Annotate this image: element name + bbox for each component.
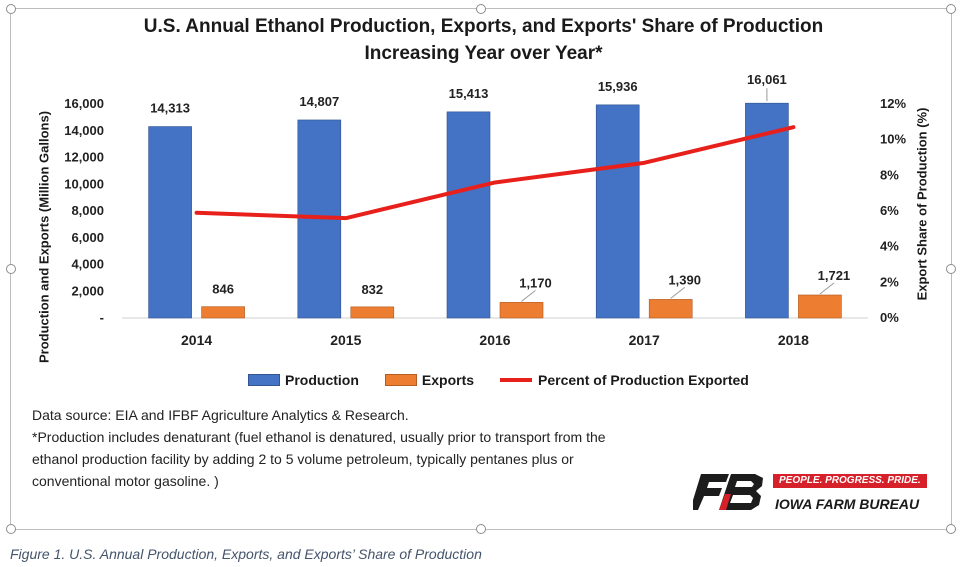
y2-tick-label: 8% (880, 167, 899, 182)
legend-label-production: Production (285, 372, 359, 388)
resize-handle-bottom-center[interactable] (476, 524, 486, 534)
legend-item-production: Production (248, 372, 359, 388)
production-data-label: 15,413 (449, 86, 489, 101)
resize-handle-bottom-right[interactable] (946, 524, 956, 534)
farm-bureau-fb-logo-icon (693, 474, 763, 510)
exports-data-label: 1,390 (668, 272, 701, 287)
legend: Production Exports Percent of Production… (248, 370, 775, 390)
logo-name: IOWA FARM BUREAU (775, 496, 920, 512)
notes-data-source: Data source: EIA and IFBF Agriculture An… (32, 407, 409, 423)
legend-swatch-production (248, 374, 280, 386)
figure-caption: Figure 1. U.S. Annual Production, Export… (10, 546, 482, 562)
resize-handle-middle-left[interactable] (6, 264, 16, 274)
x-tick-label: 2018 (778, 332, 809, 348)
exports-label-leader (521, 289, 536, 302)
y-tick-label: 6,000 (71, 230, 104, 245)
resize-handle-top-center[interactable] (476, 4, 486, 14)
exports-data-label: 832 (361, 282, 383, 297)
legend-item-exports: Exports (384, 372, 475, 388)
percent-exported-line (194, 125, 796, 221)
x-tick-label: 2014 (181, 332, 212, 348)
exports-label-leader (670, 287, 686, 299)
chart-title-line-1: U.S. Annual Ethanol Production, Exports,… (143, 16, 824, 37)
y-tick-label: 16,000 (64, 96, 104, 111)
resize-handle-middle-right[interactable] (946, 264, 956, 274)
legend-label-exports: Exports (421, 372, 475, 388)
exports-data-label: 846 (212, 282, 234, 297)
y-tick-label: 4,000 (71, 257, 104, 272)
legend-item-percent-exported: Percent of Production Exported (500, 372, 749, 388)
notes-footnote-line-1: *Production includes denaturant (fuel et… (32, 429, 606, 445)
chart-notes: Data source: EIA and IFBF Agriculture An… (32, 404, 732, 492)
exports-bar (798, 294, 842, 319)
production-data-label: 16,061 (747, 72, 787, 87)
y-tick-label: - (100, 310, 104, 325)
resize-handle-top-left[interactable] (6, 4, 16, 14)
y2-tick-label: 6% (880, 203, 899, 218)
y-tick-label: 10,000 (64, 176, 104, 191)
legend-swatch-exports (384, 374, 417, 386)
logo-tagline: PEOPLE. PROGRESS. PRIDE. (773, 474, 927, 488)
y2-tick-label: 2% (880, 274, 899, 289)
exports-label-leader (819, 282, 835, 295)
notes-footnote-line-2: ethanol production facility by adding 2 … (32, 451, 574, 467)
exports-data-label: 1,721 (818, 268, 851, 283)
x-tick-label: 2016 (479, 332, 510, 348)
resize-handle-bottom-left[interactable] (6, 524, 16, 534)
exports-bar (648, 299, 693, 319)
resize-handle-top-right[interactable] (946, 4, 956, 14)
production-data-label: 14,807 (299, 94, 339, 109)
y-tick-label: 8,000 (71, 203, 104, 218)
chart-title-line-2: Increasing Year over Year* (364, 43, 603, 64)
production-bar (148, 126, 192, 319)
x-tick-label: 2015 (330, 332, 361, 348)
y-tick-label: 2,000 (71, 283, 104, 298)
production-bar (595, 104, 640, 319)
y2-tick-label: 12% (880, 96, 906, 111)
notes-footnote-line-3: conventional motor gasoline. ) (32, 473, 219, 489)
production-data-label: 15,936 (598, 79, 638, 94)
exports-bar (201, 306, 245, 319)
exports-data-label: 1,170 (519, 275, 552, 290)
y2-tick-label: 0% (880, 310, 899, 325)
x-tick-label: 2017 (629, 332, 660, 348)
exports-bar (499, 302, 544, 319)
legend-label-percent-exported: Percent of Production Exported (538, 372, 749, 388)
y-tick-label: 14,000 (64, 123, 104, 138)
y-tick-label: 12,000 (64, 150, 104, 165)
iowa-farm-bureau-logo: PEOPLE. PROGRESS. PRIDE. IOWA FARM BUREA… (693, 472, 943, 516)
production-data-label: 14,313 (150, 101, 190, 116)
y2-tick-label: 10% (880, 132, 906, 147)
y2-tick-label: 4% (880, 239, 899, 254)
production-bar (446, 111, 491, 319)
legend-swatch-percent-exported (500, 378, 533, 382)
exports-bar (350, 306, 395, 319)
